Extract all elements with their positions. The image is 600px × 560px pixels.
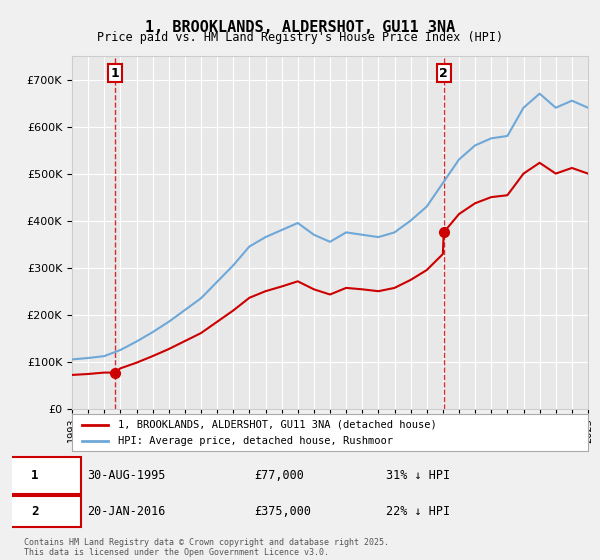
FancyBboxPatch shape	[0, 496, 81, 528]
Text: 22% ↓ HPI: 22% ↓ HPI	[386, 505, 451, 519]
Text: £77,000: £77,000	[254, 469, 304, 482]
Text: £375,000: £375,000	[254, 505, 311, 519]
Text: 30-AUG-1995: 30-AUG-1995	[87, 469, 165, 482]
Text: 31% ↓ HPI: 31% ↓ HPI	[386, 469, 451, 482]
Text: 1: 1	[110, 67, 119, 80]
Text: 1: 1	[31, 469, 39, 482]
Text: 1, BROOKLANDS, ALDERSHOT, GU11 3NA (detached house): 1, BROOKLANDS, ALDERSHOT, GU11 3NA (deta…	[118, 419, 437, 430]
Text: 2: 2	[439, 67, 448, 80]
Text: 1, BROOKLANDS, ALDERSHOT, GU11 3NA: 1, BROOKLANDS, ALDERSHOT, GU11 3NA	[145, 20, 455, 35]
Text: 2: 2	[31, 505, 39, 519]
Text: 20-JAN-2016: 20-JAN-2016	[87, 505, 165, 519]
Text: HPI: Average price, detached house, Rushmoor: HPI: Average price, detached house, Rush…	[118, 436, 394, 446]
FancyBboxPatch shape	[0, 458, 81, 493]
Text: Price paid vs. HM Land Registry's House Price Index (HPI): Price paid vs. HM Land Registry's House …	[97, 31, 503, 44]
Text: Contains HM Land Registry data © Crown copyright and database right 2025.
This d: Contains HM Land Registry data © Crown c…	[24, 538, 389, 557]
